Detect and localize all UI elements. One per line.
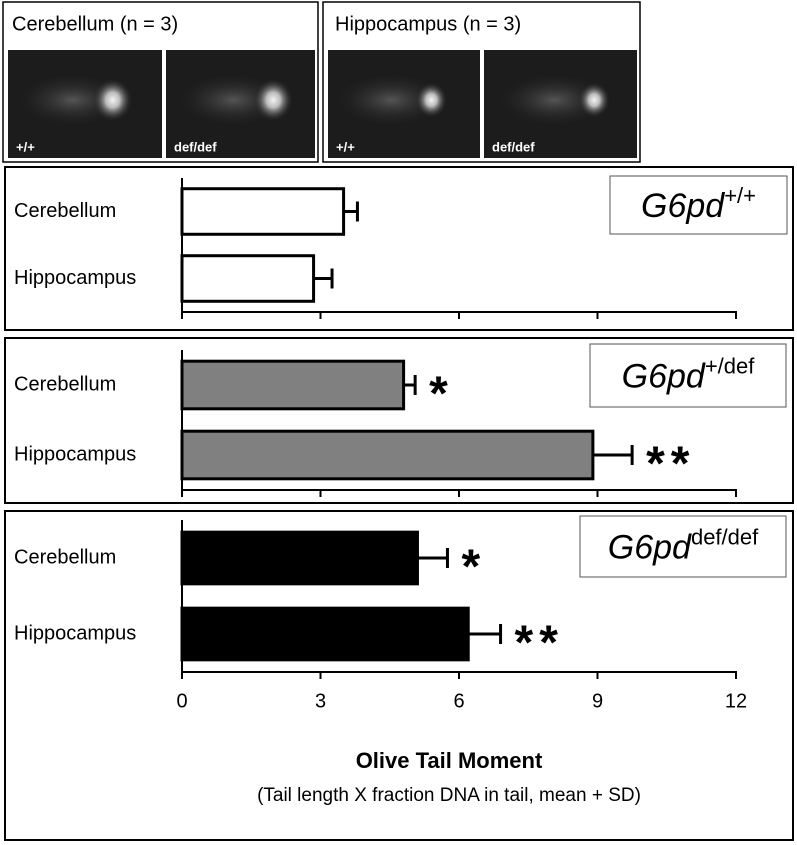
significance: ** [515, 617, 564, 670]
gene-name: G6pd [641, 187, 725, 225]
image-title: Cerebellum (n = 3) [12, 13, 178, 35]
significance: * [429, 368, 454, 421]
category-label: Cerebellum [14, 200, 116, 222]
genotype-box [589, 343, 787, 408]
significance: * [461, 541, 486, 594]
comet-head [578, 82, 611, 118]
genotype-label: G6pd+/+ [641, 183, 756, 225]
significance: ** [646, 438, 695, 491]
category-label: Cerebellum [14, 373, 116, 395]
image-label: +/+ [16, 139, 35, 154]
x-tick-label: 6 [453, 690, 464, 712]
genotype-label: G6pd+/def [622, 353, 756, 395]
image-title: Hippocampus (n = 3) [335, 13, 521, 35]
comet-head [92, 78, 133, 122]
bar [180, 530, 419, 586]
allele: +/def [705, 353, 755, 378]
x-axis-title: Olive Tail Moment [356, 748, 543, 773]
category-label: Hippocampus [14, 443, 136, 465]
panel-box [4, 510, 794, 841]
category-label: Hippocampus [14, 622, 136, 644]
bar [180, 254, 316, 303]
gene-name: G6pd [622, 357, 706, 395]
category-label: Hippocampus [14, 267, 136, 289]
x-tick-label: 0 [176, 690, 187, 712]
comet-head [253, 78, 294, 122]
category-label: Cerebellum [14, 546, 116, 568]
x-tick-label: 3 [315, 690, 326, 712]
x-tick-label: 9 [592, 690, 603, 712]
genotype-box [609, 175, 788, 235]
allele: def/def [691, 524, 759, 549]
gene-name: G6pd [608, 528, 692, 566]
genotype-label: G6pddef/def [608, 524, 759, 566]
bar [180, 187, 346, 236]
x-tick-label: 12 [725, 690, 747, 712]
image-label: +/+ [336, 139, 355, 154]
panel-box [4, 166, 794, 331]
image-label: def/def [174, 139, 217, 154]
genotype-box [579, 515, 787, 578]
bar [180, 359, 406, 411]
x-axis-note: (Tail length X fraction DNA in tail, mea… [257, 785, 641, 806]
allele: +/+ [724, 183, 756, 208]
comet-head [415, 82, 448, 118]
image-label: def/def [492, 139, 535, 154]
bar [180, 429, 595, 481]
panel-box [4, 337, 794, 504]
bar [180, 606, 470, 662]
